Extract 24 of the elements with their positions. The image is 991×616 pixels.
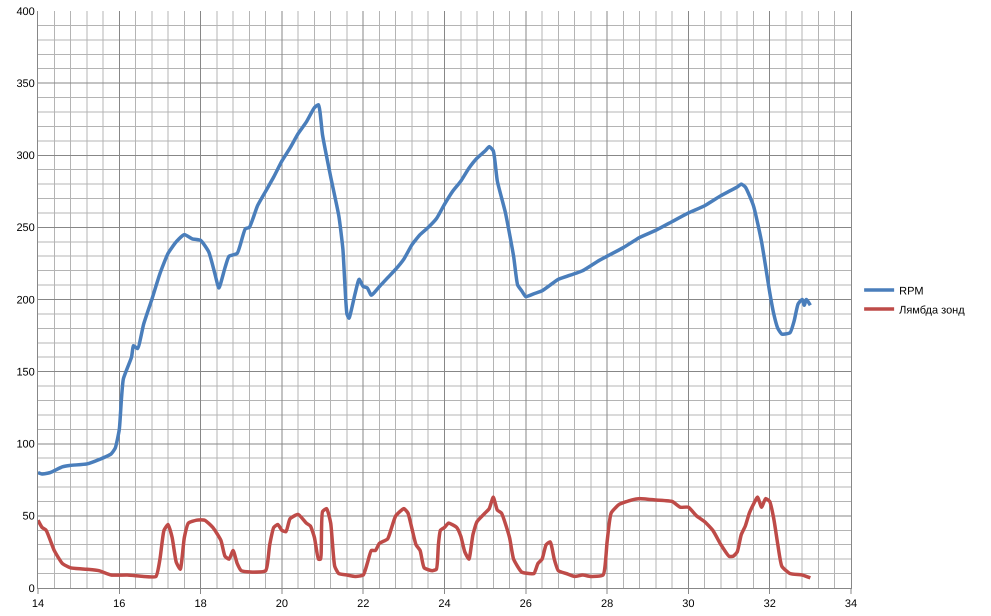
x-tick-label: 30 <box>682 598 695 610</box>
line-series <box>38 103 812 476</box>
y-tick-label: 300 <box>16 150 35 162</box>
legend-label: Лямбда зонд <box>899 304 966 316</box>
y-tick-label: 400 <box>16 6 35 18</box>
x-tick-label: 16 <box>113 598 126 610</box>
line-series <box>38 495 812 580</box>
y-tick-label: 50 <box>22 510 35 523</box>
x-tick-label: 32 <box>764 598 776 610</box>
x-tick-label: 26 <box>520 598 532 610</box>
legend-label: RPM <box>899 285 924 298</box>
y-tick-label: 150 <box>16 366 35 378</box>
x-tick-label: 20 <box>276 598 288 610</box>
y-tick-label: 100 <box>16 438 35 451</box>
x-tick-label: 22 <box>357 598 370 610</box>
y-tick-label: 350 <box>16 78 35 90</box>
y-tick-label: 250 <box>16 222 35 234</box>
x-tick-label: 18 <box>194 598 207 610</box>
x-tick-label: 24 <box>438 598 451 610</box>
y-tick-label: 0 <box>28 582 35 595</box>
x-tick-label: 34 <box>844 598 858 610</box>
y-tick-label: 200 <box>16 294 35 306</box>
x-tick-label: 28 <box>600 598 614 610</box>
x-tick-label: 14 <box>32 598 44 610</box>
